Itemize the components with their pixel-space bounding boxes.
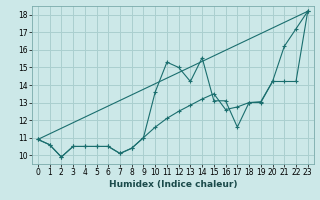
X-axis label: Humidex (Indice chaleur): Humidex (Indice chaleur) (108, 180, 237, 189)
